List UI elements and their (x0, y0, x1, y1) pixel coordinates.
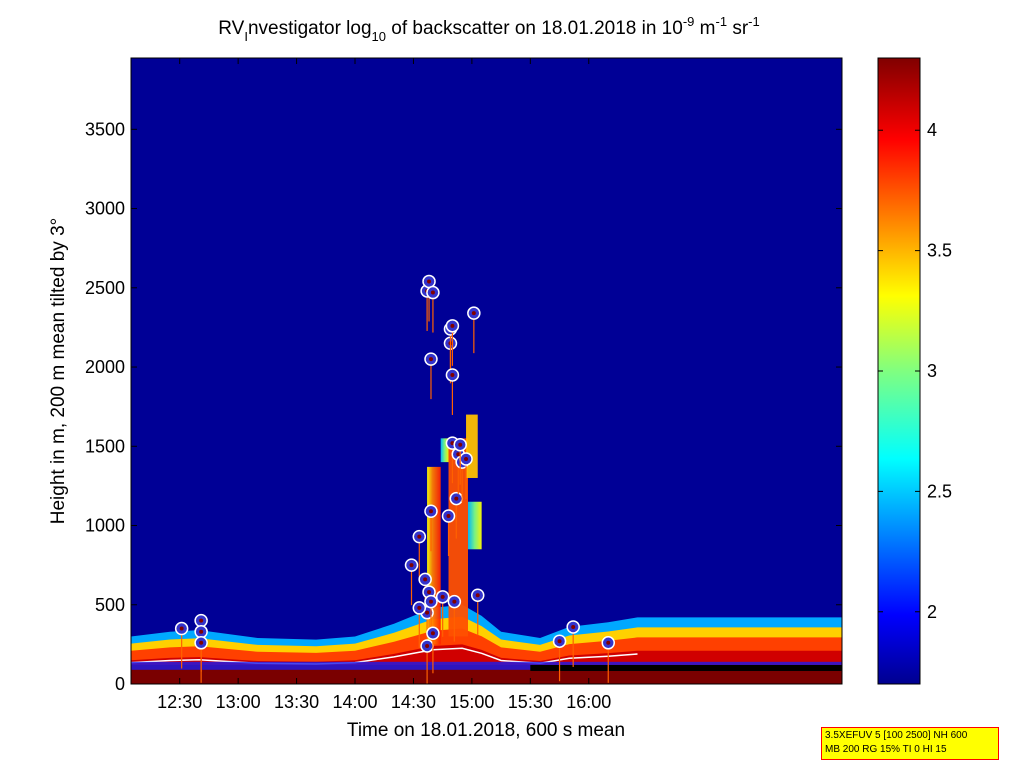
x-tick-label: 15:30 (508, 692, 553, 712)
x-tick-label: 12:30 (157, 692, 202, 712)
cloud-marker-core (199, 640, 204, 645)
cloud-marker-core (428, 599, 433, 604)
heatmap-background (131, 58, 842, 684)
cloud-marker-core (458, 442, 463, 447)
cloud-marker-core (425, 643, 430, 648)
colorbar-tick-label: 2.5 (927, 481, 952, 501)
cloud-marker-core (450, 323, 455, 328)
y-tick-label: 1500 (85, 436, 125, 456)
cloud-marker-core (425, 610, 430, 615)
cloud-marker-core (409, 563, 414, 568)
cloud-marker-core (417, 534, 422, 539)
cloud-marker-core (179, 626, 184, 631)
cloud-marker-core (440, 594, 445, 599)
colorbar-tick-label: 3 (927, 361, 937, 381)
black-strip (530, 664, 842, 671)
info-line-2: MB 200 RG 15% TI 0 HI 15 (825, 744, 947, 755)
chart-title-svg: RVInvestigator log10 of backscatter on 1… (218, 14, 759, 44)
y-tick-label: 2500 (85, 278, 125, 298)
colorbar-ticks: 2 2.5 3 3.5 4 (878, 120, 952, 622)
cloud-marker-core (452, 599, 457, 604)
cloud-marker-core (428, 357, 433, 362)
cloud-marker-core (417, 605, 422, 610)
mixing-layer-strip (131, 661, 842, 670)
cloud-marker-core (606, 640, 611, 645)
x-tick-label: 13:30 (274, 692, 319, 712)
y-tick-label: 1000 (85, 516, 125, 536)
x-axis: 12:30 13:00 13:30 14:00 14:30 15:00 15:30 16:00 (157, 58, 611, 712)
cloud-marker-core (430, 631, 435, 636)
colorbar (878, 58, 920, 684)
x-tick-label: 13:00 (216, 692, 261, 712)
y-tick-label: 0 (115, 674, 125, 694)
cloud-marker-core (450, 441, 455, 446)
cloud-markers (174, 274, 615, 684)
y-axis-title: Height in m, 200 m mean tilted by 3° (48, 218, 69, 524)
heatmap-plot (131, 58, 842, 684)
x-tick-label: 15:00 (449, 692, 494, 712)
plume-region (440, 438, 449, 463)
cloud-marker-core (557, 639, 562, 644)
chart-title: RVInvestigator log10 of backscatter on 1… (0, 6, 1023, 46)
cloud-marker-core (430, 290, 435, 295)
y-tick-label: 500 (95, 595, 125, 615)
y-axis: 0 500 1000 1500 2000 2500 3000 3500 (85, 119, 842, 694)
cloud-marker-core (471, 311, 476, 316)
y-tick-label: 3000 (85, 199, 125, 219)
info-box: 3.5XEFUV 5 [100 2500] NH 600 MB 200 RG 1… (821, 727, 999, 760)
cloud-marker-core (475, 593, 480, 598)
plume-region (466, 414, 478, 478)
x-axis-title: Time on 18.01.2018, 600 s mean (347, 720, 625, 741)
info-line-1: 3.5XEFUV 5 [100 2500] NH 600 (825, 730, 968, 741)
y-tick-label: 2000 (85, 357, 125, 377)
cloud-marker-core (428, 509, 433, 514)
y-tick-label: 3500 (85, 119, 125, 139)
cloud-marker-core (464, 456, 469, 461)
colorbar-tick-label: 2 (927, 602, 937, 622)
backscatter-layers (131, 414, 842, 684)
cloud-marker-core (456, 452, 461, 457)
cloud-marker-core (450, 372, 455, 377)
cloud-marker-core (427, 279, 432, 284)
colorbar-tick-label: 4 (927, 120, 937, 140)
cloud-marker-core (199, 629, 204, 634)
plume-region (448, 438, 468, 637)
cloud-marker-core (423, 577, 428, 582)
colorbar-tick-label: 3.5 (927, 241, 952, 261)
cloud-marker-core (199, 618, 204, 623)
chart-title-text: RVInvestigator log10 of backscatter on 1… (218, 14, 759, 44)
plume-region (467, 501, 482, 550)
cloud-marker-core (427, 590, 432, 595)
cloud-marker-core (571, 624, 576, 629)
x-tick-label: 14:00 (332, 692, 377, 712)
x-tick-label: 16:00 (566, 692, 611, 712)
cloud-marker-core (446, 514, 451, 519)
plot-frame (130, 57, 843, 685)
cloud-marker-core (454, 496, 459, 501)
x-tick-label: 14:30 (391, 692, 436, 712)
